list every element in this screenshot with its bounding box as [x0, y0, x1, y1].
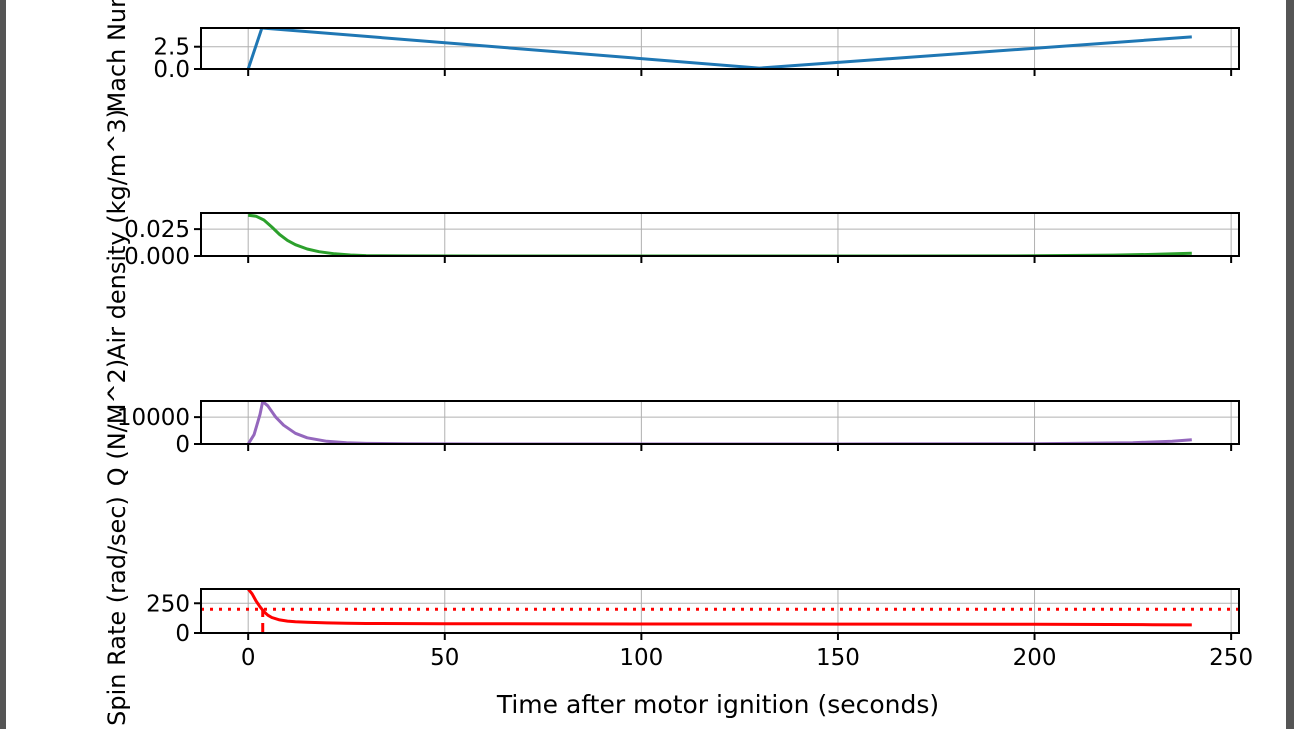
spin-rate-series-line	[247, 589, 1192, 627]
x-tick-label: 0	[241, 645, 256, 671]
x-tick-label: 50	[430, 645, 459, 671]
subplot-mach: 0.02.5 Mach Num	[103, 0, 1240, 113]
mach-y-tick-label: 2.5	[153, 35, 190, 61]
spin-rate-y-tick-label: 0	[175, 621, 190, 647]
q-y-tick-label: 0	[175, 432, 190, 458]
air-density-axes-frame	[200, 212, 1240, 257]
q-axes-frame	[200, 400, 1240, 445]
spin-rate-y-axis-label: Spin Rate (rad/sec)	[103, 496, 131, 726]
x-tick-label: 150	[816, 645, 860, 671]
x-axis-label: Time after motor ignition (seconds)	[496, 690, 939, 719]
air-density-y-axis-label: Air density (kg/m^3)	[103, 109, 131, 360]
subplot-spin-rate: 0 250 0 50 100 150 200 250 Spin Rate (rad/sec)	[103, 496, 1253, 726]
window-border-right	[1286, 0, 1294, 729]
x-tick-label: 100	[619, 645, 663, 671]
air-density-y-tick-label: 0.000	[124, 244, 190, 270]
mach-series-line	[246, 28, 1192, 69]
window-border-left	[0, 0, 6, 729]
x-tick-label: 250	[1209, 645, 1253, 671]
x-tick-label: 200	[1013, 645, 1057, 671]
mach-y-axis-label: Mach Num	[103, 0, 131, 113]
q-y-axis-label: Q (N/M^2)	[103, 359, 131, 486]
mach-y-tick-label: 0.0	[153, 57, 190, 83]
spin-rate-y-tick-label: 250	[146, 591, 190, 617]
air-density-y-tick-label: 0.025	[124, 217, 190, 243]
spin-rate-axes-frame	[200, 588, 1240, 634]
mach-axes-frame	[200, 27, 1240, 70]
q-y-tick-label: 10000	[117, 405, 190, 431]
